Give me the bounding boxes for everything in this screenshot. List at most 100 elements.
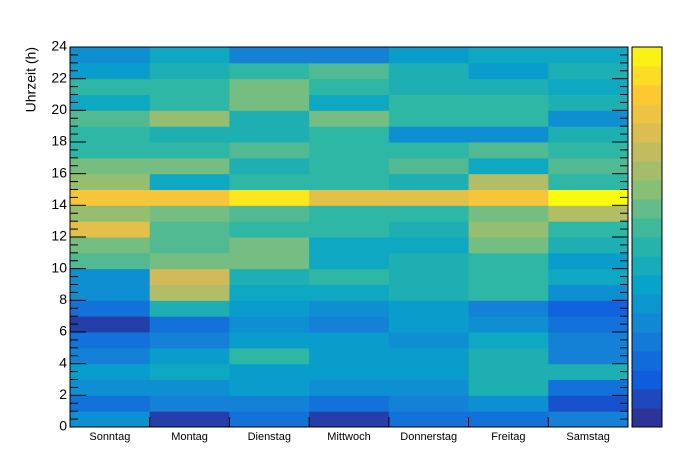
heat-cell [70, 78, 151, 95]
colorbar-band [632, 123, 662, 143]
heat-cell [149, 173, 230, 190]
heat-cell [229, 205, 310, 222]
heat-cell [468, 221, 549, 238]
colorbar-band [632, 47, 662, 67]
heat-cell [149, 268, 230, 285]
heat-cell [309, 173, 390, 190]
heat-cell [548, 126, 629, 143]
heat-cell [149, 47, 230, 64]
colorbar-band [632, 332, 662, 352]
y-tick-label: 12 [51, 228, 67, 244]
heat-cell [309, 395, 390, 412]
heat-cell [229, 126, 310, 143]
heat-cell [149, 237, 230, 254]
colorbar-band [632, 142, 662, 162]
colorbar-band [632, 237, 662, 257]
heat-cell [309, 268, 390, 285]
heat-cell [149, 347, 230, 365]
heat-cell [229, 411, 310, 428]
colorbar-band [632, 180, 662, 200]
heat-cell [70, 47, 151, 64]
colorbar-band [632, 66, 662, 86]
heat-cell [229, 142, 310, 159]
heat-cell [309, 157, 390, 175]
y-tick-label: 14 [51, 196, 67, 212]
heat-cell [548, 62, 629, 80]
heat-cell [388, 189, 470, 206]
heat-cell [149, 284, 230, 301]
heat-cell [388, 110, 470, 127]
heat-cell [149, 363, 230, 380]
heat-cell [229, 268, 310, 285]
heat-cell [70, 379, 151, 396]
heat-cell [309, 237, 390, 254]
heat-cell [229, 94, 310, 111]
heat-cell [468, 252, 549, 270]
heat-cell [388, 363, 470, 380]
x-tick-label: Sonntag [89, 431, 130, 443]
colorbar-band [632, 389, 662, 409]
heat-cell [388, 347, 470, 365]
heat-cell [229, 78, 310, 95]
heat-cell [548, 221, 629, 238]
heat-cell [388, 268, 470, 285]
heat-cell [388, 173, 470, 190]
y-tick-label: 22 [51, 69, 67, 85]
heat-cell [70, 347, 151, 365]
heat-cell [548, 47, 629, 64]
colorbar-band [632, 218, 662, 238]
heat-cell [468, 379, 549, 396]
colorbar-frame [631, 46, 663, 428]
heat-cell [149, 395, 230, 412]
heat-cell [309, 110, 390, 127]
y-tick-label: 8 [59, 291, 67, 307]
heat-cell [468, 316, 549, 333]
heat-cell [149, 221, 230, 238]
y-tick-label: 2 [59, 386, 67, 402]
heat-cell [309, 284, 390, 301]
heat-cell [309, 379, 390, 396]
heat-cell [548, 173, 629, 190]
y-tick-label: 20 [51, 101, 67, 117]
heat-cell [149, 78, 230, 95]
heat-cell [70, 363, 151, 380]
heat-cell [309, 78, 390, 95]
heat-cell [388, 252, 470, 270]
heat-cell [468, 94, 549, 111]
heat-cell [388, 94, 470, 111]
heat-cell [309, 363, 390, 380]
heat-cell [388, 205, 470, 222]
heat-cell [229, 189, 310, 206]
heat-cell [70, 62, 151, 80]
heat-cell [229, 47, 310, 64]
y-tick-label: 18 [51, 133, 67, 149]
heat-cell [70, 205, 151, 222]
heat-cell [468, 189, 549, 206]
heat-cell [468, 300, 549, 317]
heat-cell [309, 347, 390, 365]
heat-cell [468, 205, 549, 222]
heat-cell [309, 332, 390, 349]
heat-cell [468, 395, 549, 412]
heat-cell [70, 300, 151, 317]
heat-cell [548, 94, 629, 111]
heat-cell [388, 237, 470, 254]
heat-cell [229, 347, 310, 365]
colorbar-band [632, 161, 662, 181]
heat-cell [229, 284, 310, 301]
heat-cell [70, 395, 151, 412]
heat-cell [548, 332, 629, 349]
colorbar-band [632, 313, 662, 333]
heat-cell [149, 94, 230, 111]
heat-cell [70, 332, 151, 349]
heat-cell [309, 221, 390, 238]
heat-cell [468, 363, 549, 380]
heat-cell [149, 142, 230, 159]
y-tick-label: 16 [51, 164, 67, 180]
heat-cell [548, 142, 629, 159]
heat-cell [548, 205, 629, 222]
heat-cell [70, 237, 151, 254]
heat-cell [388, 411, 470, 428]
heat-cell [548, 395, 629, 412]
y-axis-title: Uhrzeit (h) [23, 47, 39, 112]
